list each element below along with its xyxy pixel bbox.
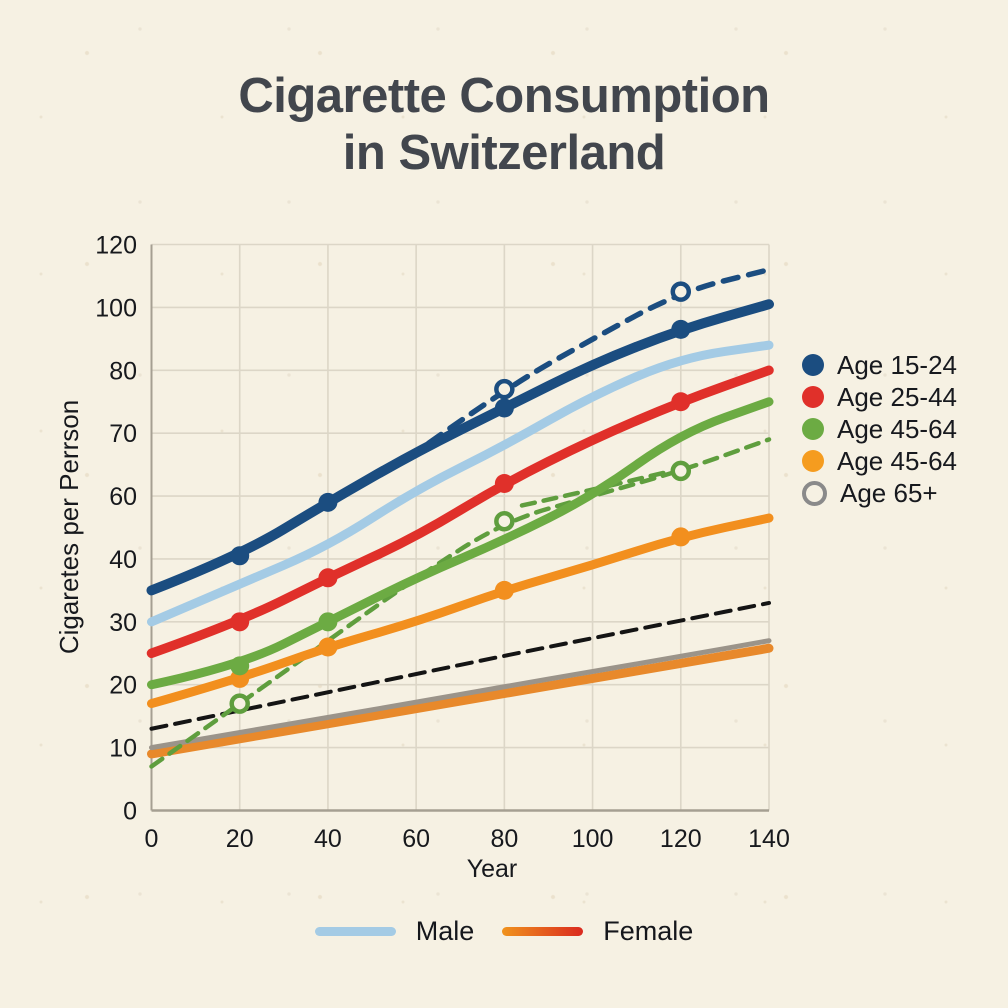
y-tick-label: 40	[109, 546, 137, 574]
title-line-1: Cigarette Consumption	[238, 69, 770, 123]
marker-age-15-24	[230, 546, 250, 566]
marker-age-15-24	[318, 492, 338, 512]
marker-age-25-44	[230, 612, 250, 632]
series-age-15-24	[146, 299, 774, 596]
y-tick-label: 60	[109, 483, 137, 511]
x-tick-label: 100	[572, 825, 614, 853]
series-trend-orange-underlay	[147, 643, 774, 759]
series-age-45-64-projection	[149, 437, 772, 769]
legend-item-female: Female	[502, 916, 693, 947]
x-tick-label: 20	[226, 825, 254, 853]
y-tick-label: 30	[109, 609, 137, 637]
chart-title: Cigarette Consumption in Switzerland	[0, 68, 1008, 182]
y-tick-label: 80	[109, 357, 137, 385]
y-tick-label: 120	[95, 232, 137, 260]
x-tick-label: 0	[145, 825, 159, 853]
marker-age-45-64-female	[671, 527, 691, 547]
y-tick-label: 10	[109, 735, 137, 763]
series-age-45-64-male	[147, 397, 774, 690]
x-tick-label: 60	[402, 825, 430, 853]
male-line-swatch-icon	[314, 927, 396, 936]
legend-label: Age 25-44	[837, 381, 957, 412]
marker-age-25-44	[671, 392, 691, 412]
legend-item-age-15-24: Age 15-24	[802, 349, 957, 381]
y-axis-title: Cigaretes per Perrson	[54, 400, 84, 654]
legend-item-age-45-64-orange: Age 45-64	[802, 445, 957, 477]
y-tick-label: 20	[109, 672, 137, 700]
female-label: Female	[603, 916, 694, 946]
legend-label: Age 45-64	[837, 413, 957, 444]
x-tick-label: 40	[314, 825, 342, 853]
legend-item-male: Male	[314, 916, 475, 947]
gender-legend: Male Female	[0, 916, 1008, 947]
y-tick-label: 70	[109, 420, 137, 448]
x-axis-title: Year	[467, 855, 518, 883]
title-line-2: in Switzerland	[342, 126, 666, 180]
marker-open-age-15-24-projection	[494, 378, 515, 400]
marker-open-age-45-64-projection	[494, 510, 515, 532]
legend-label: Age 15-24	[837, 349, 957, 380]
legend-dot-orange-icon	[802, 450, 824, 472]
marker-age-15-24	[671, 319, 691, 339]
marker-age-25-44	[494, 473, 514, 493]
legend-dot-red-icon	[802, 386, 824, 408]
marker-age-45-64-female	[318, 637, 338, 657]
legend-item-age-25-44: Age 25-44	[802, 381, 957, 413]
marker-open-age-15-24-projection	[670, 281, 692, 302]
series-age-45-64-female	[147, 513, 774, 709]
y-tick-label: 0	[123, 798, 137, 826]
series-trend-gray	[149, 638, 772, 751]
x-tick-label: 80	[490, 825, 518, 853]
legend-dot-navy-icon	[802, 354, 824, 376]
age-legend: Age 15-24 Age 25-44 Age 45-64 Age 45-64 …	[802, 349, 957, 509]
marker-age-45-64-male	[318, 612, 338, 632]
legend-label: Age 45-64	[837, 445, 957, 476]
female-line-swatch-icon	[502, 927, 584, 936]
series-trend-black-dashed	[149, 600, 771, 731]
x-tick-label: 120	[660, 825, 702, 853]
series-age-25-44	[146, 365, 774, 659]
marker-age-45-64-female	[494, 580, 514, 600]
series-male-overall	[147, 340, 774, 627]
legend-item-age-45-64-green: Age 45-64	[802, 413, 957, 445]
male-label: Male	[415, 916, 475, 946]
marker-open-age-45-64-projection	[229, 693, 250, 714]
x-tick-label: 140	[748, 825, 790, 853]
marker-age-25-44	[318, 568, 338, 588]
legend-item-age-65-plus: Age 65+	[802, 477, 957, 509]
marker-open-age-45-64-projection	[670, 460, 692, 482]
legend-dot-green-icon	[802, 418, 824, 440]
marker-age-45-64-male	[230, 656, 250, 676]
legend-dot-open-circle-icon	[802, 480, 827, 506]
y-tick-label: 100	[95, 294, 137, 322]
legend-label: Age 65+	[840, 477, 938, 508]
marker-age-15-24	[494, 398, 514, 418]
